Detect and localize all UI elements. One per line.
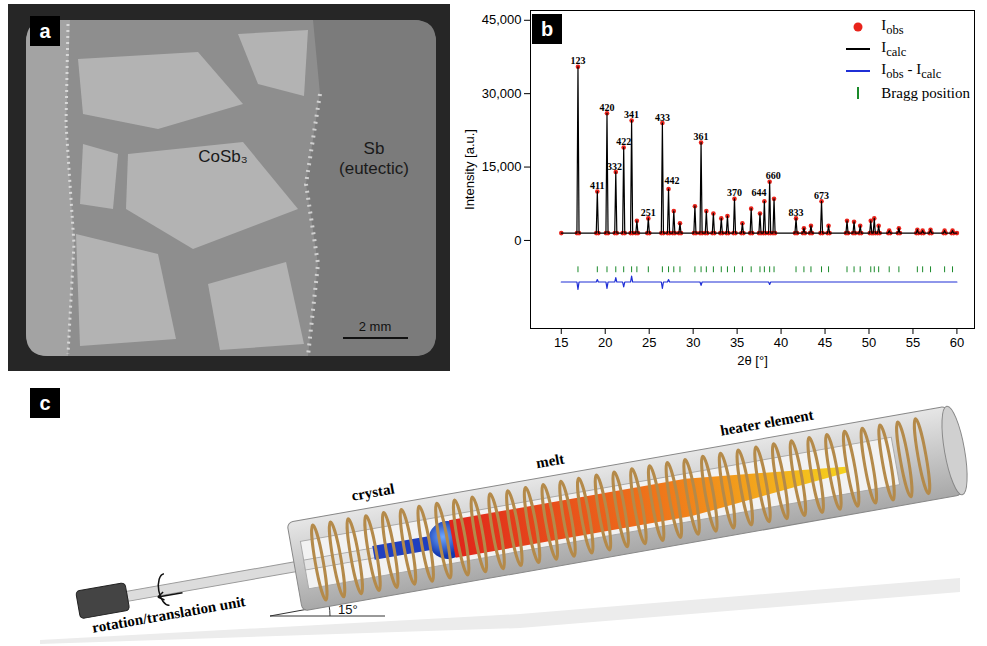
svg-text:422: 422	[616, 136, 631, 147]
svg-text:25: 25	[642, 335, 656, 350]
svg-text:Intensity [a.u.]: Intensity [a.u.]	[462, 129, 477, 210]
svg-text:442: 442	[665, 175, 680, 186]
svg-text:35: 35	[730, 335, 744, 350]
svg-text:660: 660	[766, 170, 781, 181]
svg-text:15,000: 15,000	[482, 159, 522, 174]
svg-text:411: 411	[590, 180, 604, 191]
svg-text:30: 30	[686, 335, 700, 350]
svg-text:251: 251	[641, 207, 656, 218]
svg-text:433: 433	[655, 112, 670, 123]
svg-text:2 mm: 2 mm	[359, 319, 392, 334]
html-text:b: b	[540, 18, 554, 40]
svg-text:50: 50	[862, 335, 876, 350]
svg-text:60: 60	[950, 335, 964, 350]
svg-text:40: 40	[774, 335, 788, 350]
svg-text:55: 55	[906, 335, 920, 350]
svg-text:45: 45	[818, 335, 832, 350]
svg-text:833: 833	[789, 207, 804, 218]
svg-text:123: 123	[570, 55, 585, 66]
svg-text:332: 332	[607, 161, 622, 172]
html-text:a: a	[39, 20, 51, 42]
svg-text:420: 420	[599, 102, 614, 113]
svg-text:CoSb₃: CoSb₃	[198, 147, 247, 166]
svg-text:30,000: 30,000	[482, 86, 522, 101]
html-text:c: c	[39, 392, 51, 414]
svg-text:370: 370	[727, 187, 742, 198]
svg-text:341: 341	[624, 109, 639, 120]
svg-text:15°: 15°	[338, 602, 358, 617]
html-text:Icalc: Icalc	[881, 38, 907, 59]
html-text:Bragg position: Bragg position	[881, 84, 970, 101]
svg-text:45,000: 45,000	[482, 12, 522, 27]
html-text:Iobs: Iobs	[881, 16, 904, 37]
svg-text:15: 15	[554, 335, 568, 350]
svg-text:crystal: crystal	[350, 480, 395, 503]
svg-text:361: 361	[694, 131, 709, 142]
svg-text:2θ [°]: 2θ [°]	[737, 353, 768, 368]
svg-text:heater element: heater element	[719, 407, 815, 439]
svg-text:0: 0	[514, 233, 521, 248]
svg-text:melt: melt	[535, 451, 566, 472]
svg-text:644: 644	[752, 187, 767, 198]
svg-text:Sb(eutectic): Sb(eutectic)	[339, 139, 409, 178]
svg-text:rotation/translation unit: rotation/translation unit	[91, 593, 247, 636]
svg-text:20: 20	[598, 335, 612, 350]
svg-text:673: 673	[814, 190, 829, 201]
html-text:Iobs- Icalc: Iobs- Icalc	[881, 60, 942, 81]
